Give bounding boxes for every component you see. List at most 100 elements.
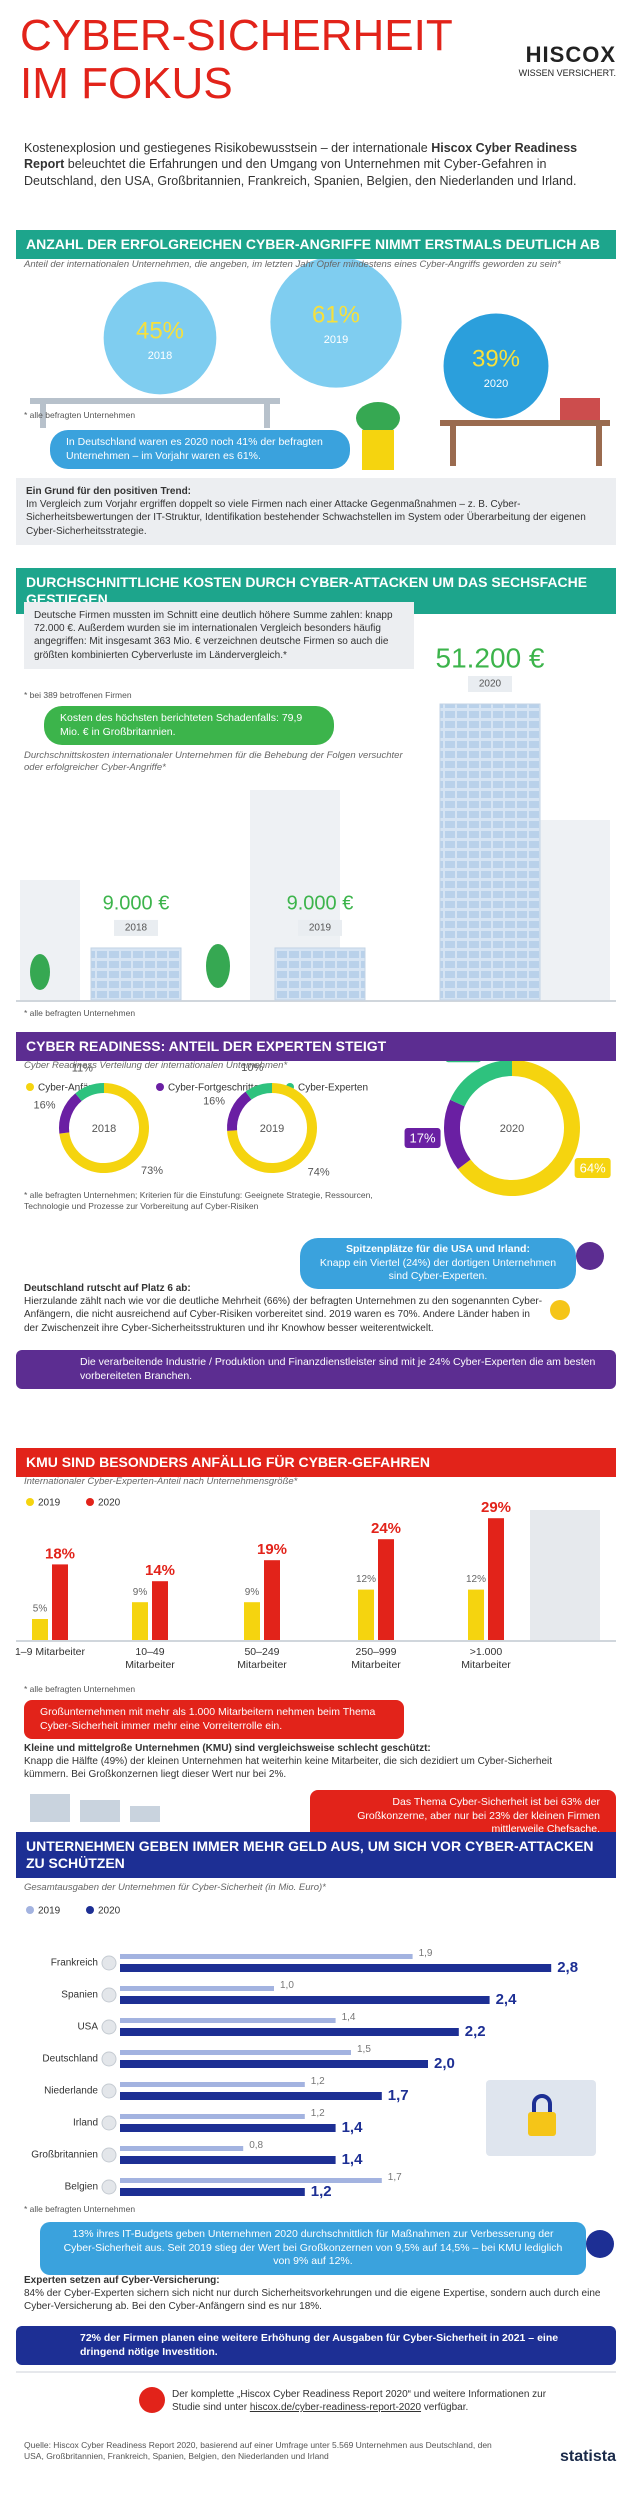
note: Experten setzen auf Cyber-Versicherung: 8…: [24, 2274, 608, 2314]
intro: Kostenexplosion und gestiegenes Risikobe…: [24, 140, 604, 189]
category-label: Irland: [73, 2118, 98, 2129]
baseline: [16, 1640, 616, 1642]
category-label: Großbritannien: [31, 2150, 98, 2161]
value-label: 64%: [580, 1160, 606, 1175]
bar: [120, 2114, 305, 2119]
bar: [120, 2050, 351, 2055]
value-label: 5%: [33, 1604, 48, 1615]
value-label: 2,8: [557, 1959, 578, 1976]
legend-label: 2019: [38, 1906, 61, 1917]
category-label: 10–49 Mitarbeiter: [125, 1646, 175, 1671]
chart-subtitle: Internationaler Cyber-Experten-Anteil na…: [24, 1476, 298, 1487]
tree: [206, 944, 230, 988]
donut-segment: [245, 1083, 273, 1100]
bar: [120, 2082, 305, 2087]
callout: Kosten des höchsten berichteten Schadenf…: [44, 706, 334, 746]
value-label: 74%: [308, 1167, 330, 1179]
category-label: 2019: [260, 1123, 284, 1135]
legend-dot: [86, 1906, 94, 1914]
value-label: 11%: [72, 1063, 93, 1075]
bar: [120, 1954, 413, 1959]
value-label: 2,2: [465, 2023, 486, 2040]
desk-leg: [40, 404, 46, 428]
building-bg: [530, 1510, 600, 1640]
lock-icon: [528, 2112, 556, 2136]
value-label: 9.000 €: [287, 892, 354, 914]
footnote: * alle befragten Unternehmen; Kriterien …: [24, 1190, 373, 1212]
bar: [120, 2188, 305, 2196]
chart-subtitle: Gesamtausgaben der Unternehmen für Cyber…: [24, 1882, 326, 1893]
value-label: 9%: [133, 1587, 148, 1598]
note-text: Knapp die Hälfte (49%) der kleinen Unter…: [24, 1756, 553, 1781]
note-heading: Deutschland rutscht auf Platz 6 ab:: [24, 1283, 191, 1294]
category-label: 250–999 Mitarbeiter: [351, 1646, 401, 1671]
legend-label: 2019: [38, 1498, 61, 1509]
building-bg: [20, 880, 80, 1000]
bar: [120, 2146, 244, 2151]
title-line: IM FOKUS: [20, 59, 233, 108]
category-label: 1–9 Mitarbeiter: [14, 1646, 86, 1658]
value-label: 73%: [141, 1165, 163, 1177]
value-label: 9.000 €: [103, 892, 170, 914]
legend-label: 2020: [98, 1906, 121, 1917]
icon: [586, 2230, 614, 2258]
value-label: 51.200 €: [436, 642, 545, 673]
value-label: 1,7: [388, 2087, 409, 2104]
bar: [264, 1560, 280, 1640]
chart-subtitle: Cyber Readiness Verteilung der internati…: [24, 1060, 288, 1071]
bar: [120, 2156, 336, 2164]
flag-icon: [101, 2147, 117, 2163]
donut-segment: [75, 1083, 105, 1102]
desk: [30, 398, 280, 404]
footer-link[interactable]: hiscox.de/cyber-readiness-report-2020: [249, 2402, 422, 2414]
category-label: 2018: [92, 1123, 116, 1135]
footnote: * alle befragten Unternehmen: [24, 410, 136, 420]
value-label: 10%: [241, 1062, 263, 1074]
value-label: 39%: [472, 345, 520, 372]
bar: [52, 1564, 68, 1640]
medal-icon: [550, 1300, 570, 1320]
value-label: 12%: [466, 1574, 486, 1585]
legend-dot: [86, 1498, 94, 1506]
footnote: * alle befragten Unternehmen: [24, 1684, 136, 1694]
donut-segment: [457, 1060, 580, 1196]
value-label: 1,4: [342, 2151, 364, 2168]
value-label: 9%: [245, 1587, 260, 1598]
value-label: 14%: [145, 1562, 175, 1579]
bar: [120, 2028, 459, 2036]
note: Deutsche Firmen mussten im Schnitt eine …: [24, 602, 414, 669]
note: Deutschland rutscht auf Platz 6 ab: Hierz…: [24, 1282, 544, 1335]
callout: 13% ihres IT-Budgets geben Unternehmen 2…: [40, 2222, 586, 2275]
label-box: [574, 1157, 611, 1178]
bar: [120, 1964, 552, 1972]
footer-text-end: verfügbar.: [421, 2402, 469, 2414]
category-label: Niederlande: [44, 2086, 98, 2097]
bubble: [270, 256, 402, 388]
bar: [120, 2060, 428, 2068]
year-tag: [114, 919, 158, 936]
bar: [488, 1518, 504, 1640]
desk-leg: [264, 404, 270, 428]
desk: [440, 420, 610, 426]
section-title: CYBER READINESS: ANTEIL DER EXPERTEN STE…: [16, 1032, 616, 1061]
note: Kleine und mittelgroße Unternehmen (KMU)…: [24, 1742, 584, 1782]
note-text: Im Vergleich zum Vorjahr ergriffen doppe…: [26, 499, 586, 537]
flag-icon: [101, 2179, 117, 2195]
flag-icon: [101, 2019, 117, 2035]
building: [90, 947, 182, 1001]
legend-dot: [26, 1498, 34, 1506]
tree: [30, 954, 50, 990]
callout: Die verarbeitende Industrie / Produktion…: [16, 1350, 616, 1390]
bar: [358, 1589, 374, 1640]
bar: [244, 1602, 260, 1640]
building-icon: [80, 1800, 120, 1822]
building: [439, 703, 541, 1001]
category-label: 2019: [309, 923, 332, 934]
category-label: 2019: [324, 334, 348, 346]
value-label: 1,9: [419, 1948, 433, 1959]
bar: [120, 2092, 382, 2100]
value-label: 1,2: [311, 2108, 325, 2119]
bar: [468, 1589, 484, 1640]
